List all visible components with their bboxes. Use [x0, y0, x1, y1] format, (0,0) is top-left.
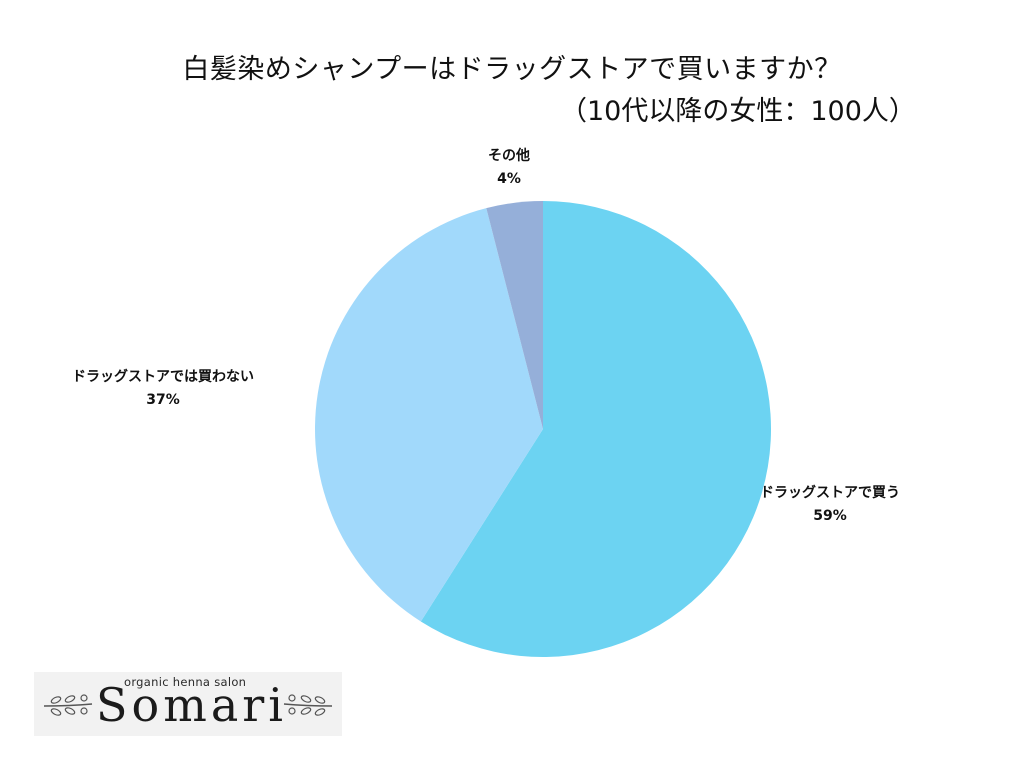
slice-value: 4%	[497, 171, 521, 187]
slice-name: ドラッグストアで買う	[760, 485, 900, 501]
left-vine-icon	[43, 694, 93, 716]
slice-label-not-buy: ドラッグストアでは買わない 37%	[72, 366, 254, 412]
chart-title: 白髪染めシャンプーはドラッグストアで買いますか？	[182, 54, 842, 85]
logo-subtitle: organic henna salon	[124, 675, 247, 689]
logo-name: Somari	[96, 678, 287, 732]
pie-slices	[315, 201, 771, 657]
chart-subtitle: （10代以降の女性：100人）	[560, 96, 916, 127]
slice-name: ドラッグストアでは買わない	[72, 369, 254, 385]
brand-logo: organic henna salon Somari	[34, 672, 342, 736]
slice-value: 59%	[813, 508, 847, 524]
slice-label-buy: ドラッグストアで買う 59%	[760, 482, 900, 528]
pie-slice-buy	[420, 201, 771, 657]
slice-value: 37%	[146, 392, 180, 408]
pie-slice-other	[486, 201, 543, 429]
pie-slice-not-buy	[315, 208, 543, 622]
right-vine-icon	[283, 694, 333, 716]
slice-label-other: その他 4%	[488, 145, 530, 191]
slice-name: その他	[488, 148, 530, 164]
